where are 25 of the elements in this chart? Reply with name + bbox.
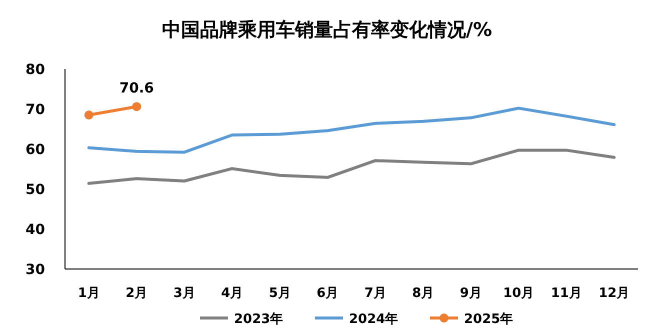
- x-tick-label: 2月: [126, 286, 148, 301]
- x-tick-label: 3月: [173, 286, 196, 301]
- x-tick-label: 9月: [460, 286, 482, 301]
- x-tick-label: 10月: [503, 286, 534, 301]
- legend-label: 2023年: [234, 312, 284, 327]
- line-series: [87, 148, 616, 185]
- y-tick-label: 80: [26, 62, 46, 78]
- x-tick-label: 5月: [268, 286, 291, 301]
- x-tick-label: 6月: [316, 286, 339, 301]
- x-tick-label: 4月: [221, 286, 244, 301]
- x-tick-label: 1月: [78, 286, 100, 301]
- x-tick-label: 7月: [364, 286, 386, 301]
- legend-label: 2024年: [349, 312, 398, 327]
- legend-label: 2025年: [464, 312, 514, 327]
- x-tick-label: 11月: [550, 286, 582, 301]
- line-series: [87, 106, 616, 154]
- data-label: 70.6: [119, 80, 154, 97]
- y-tick-label: 50: [26, 182, 46, 198]
- x-tick-label: 12月: [598, 286, 630, 301]
- x-tick-label: 8月: [412, 286, 434, 301]
- y-tick-label: 70: [26, 102, 46, 118]
- y-tick-label: 30: [26, 262, 46, 278]
- y-tick-label: 40: [26, 222, 46, 238]
- y-tick-label: 60: [26, 142, 46, 158]
- chart-title: 中国品牌乘用车销量占有率变化情况/%: [162, 19, 492, 41]
